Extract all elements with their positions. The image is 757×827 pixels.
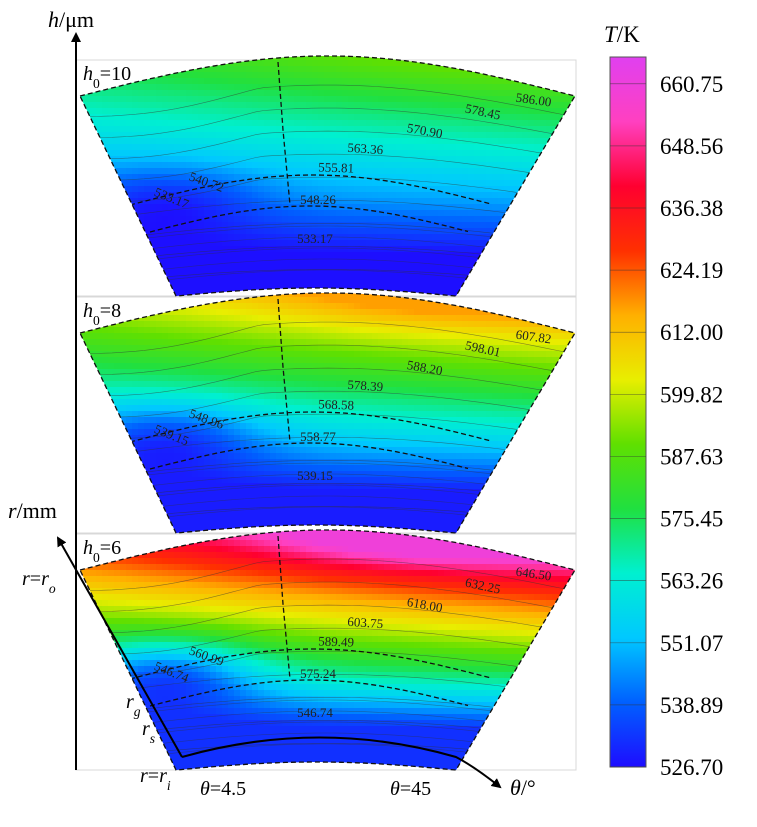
contour-label: 589.49 bbox=[318, 633, 354, 649]
colorbar-tick-label: 624.19 bbox=[660, 258, 723, 283]
contour-label: 586.00 bbox=[515, 90, 552, 110]
contour-label: 603.75 bbox=[347, 614, 384, 631]
theta-tick-45: θ=45 bbox=[390, 778, 431, 800]
theta-divider-line bbox=[277, 535, 291, 680]
contour-label: 618.00 bbox=[406, 594, 444, 615]
colorbar-tick-label: 660.75 bbox=[660, 72, 723, 97]
rs-arc bbox=[149, 205, 469, 233]
contour-label: 548.26 bbox=[300, 192, 336, 207]
panel-title: h0=8 bbox=[83, 300, 121, 328]
colorbar-title: T/K bbox=[604, 22, 640, 47]
theta-axis-label: θ/° bbox=[510, 775, 536, 800]
contour-label: 555.81 bbox=[318, 159, 354, 175]
colorbar-tick-label: 612.00 bbox=[660, 320, 723, 345]
r-tick-ri: r=ri bbox=[140, 765, 171, 793]
panel-h0-8: 607.82598.01588.20578.39568.58558.77548.… bbox=[75, 292, 577, 534]
rs-arc bbox=[149, 679, 469, 707]
sector-outline bbox=[79, 292, 577, 534]
contour-label: 632.25 bbox=[464, 575, 502, 597]
panel-title: h0=10 bbox=[83, 63, 131, 91]
contour-label: 575.24 bbox=[300, 666, 336, 681]
colorbar-tick-label: 526.70 bbox=[660, 755, 723, 780]
theta-divider-line bbox=[277, 298, 291, 443]
contour-label: 558.77 bbox=[300, 429, 336, 444]
r-tick-ro: r=ro bbox=[22, 568, 56, 596]
contour-label: 598.01 bbox=[464, 338, 502, 360]
rg-arc bbox=[129, 648, 491, 680]
sector-outline bbox=[79, 529, 577, 771]
colorbar-tick-label: 636.38 bbox=[660, 196, 723, 221]
colorbar bbox=[609, 56, 647, 768]
rg-arc bbox=[129, 411, 491, 443]
r-axis-label: r/mm bbox=[8, 498, 57, 523]
contour-label: 578.39 bbox=[347, 377, 384, 394]
colorbar-tick-label: 587.63 bbox=[660, 444, 723, 469]
contour-label: 646.50 bbox=[515, 564, 552, 584]
r-tick-rs: rs bbox=[142, 718, 155, 746]
theta-divider-line bbox=[277, 61, 291, 206]
panel-h0-10: 586.00578.45570.90563.36555.81548.26540.… bbox=[75, 55, 577, 297]
contour-label: 568.58 bbox=[318, 396, 354, 412]
r-tick-rg: rg bbox=[126, 691, 141, 719]
rg-arc bbox=[129, 174, 491, 206]
contour-label: 563.36 bbox=[347, 140, 384, 157]
h-axis-label: h/μm bbox=[48, 7, 94, 32]
contour-label: 578.45 bbox=[464, 101, 502, 123]
sector-outline bbox=[79, 55, 577, 297]
r-axis bbox=[57, 536, 183, 758]
colorbar-tick-label: 648.56 bbox=[660, 134, 723, 159]
panel-title: h0=6 bbox=[83, 537, 121, 565]
colorbar-tick-label: 551.07 bbox=[660, 631, 723, 656]
contour-label: 546.74 bbox=[297, 705, 333, 720]
contour-label: 570.90 bbox=[406, 120, 444, 141]
colorbar-tick-label: 575.45 bbox=[660, 507, 723, 532]
colorbar-tick-label: 563.26 bbox=[660, 569, 723, 594]
contour-label: 533.17 bbox=[297, 231, 333, 246]
contour-label: 607.82 bbox=[515, 327, 552, 347]
theta-axis bbox=[181, 736, 502, 789]
panel-h0-6: 646.50632.25618.00603.75589.49575.24560.… bbox=[75, 529, 577, 771]
contour-label: 539.15 bbox=[297, 468, 333, 483]
colorbar-tick-label: 538.89 bbox=[660, 693, 723, 718]
contour-label: 588.20 bbox=[406, 357, 444, 378]
rs-arc bbox=[149, 442, 469, 470]
colorbar-tick-label: 599.82 bbox=[660, 382, 723, 407]
theta-tick-4.5: θ=4.5 bbox=[200, 778, 246, 800]
